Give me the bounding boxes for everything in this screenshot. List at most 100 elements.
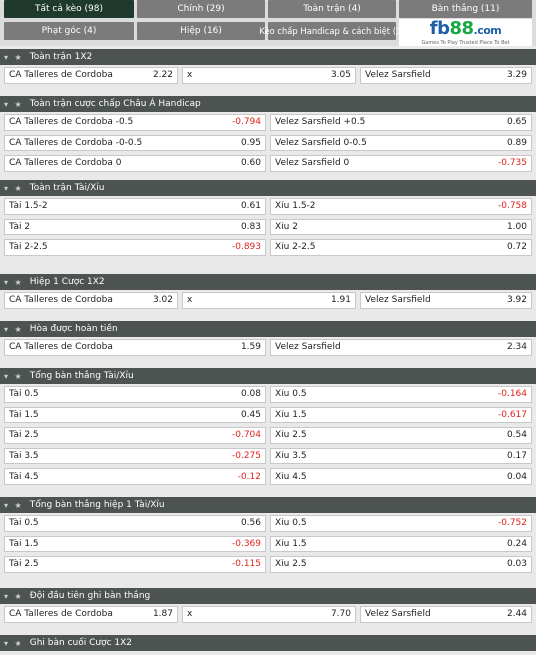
- odds-cell[interactable]: Xỉu 4.5 0.04: [270, 468, 532, 485]
- odds-cell[interactable]: Velez Sarsfield 2.34: [270, 339, 532, 356]
- odds-cell[interactable]: Xỉu 2 1.00: [270, 218, 532, 236]
- odds-cell[interactable]: Tài 0.5 0.08: [4, 386, 266, 403]
- market-tabs: Tất cả kèo (98) Chính (29) Toàn trận (4)…: [0, 0, 536, 46]
- selection-label: Velez Sarsfield 0-0.5: [275, 137, 367, 148]
- odds-cell[interactable]: Tài 1.5 0.45: [4, 406, 266, 424]
- section-header[interactable]: ▾ ★ Tổng bàn thắng Tài/Xỉu: [0, 368, 536, 384]
- odds-cell[interactable]: CA Talleres de Cordoba 1.87: [4, 606, 178, 623]
- odds-cell[interactable]: CA Talleres de Cordoba 2.22: [4, 67, 178, 84]
- odds-cell[interactable]: Velez Sarsfield 0 -0.735: [270, 155, 532, 172]
- selection-label: Xỉu 0.5: [275, 389, 307, 400]
- selection-label: Xỉu 1.5: [275, 538, 307, 549]
- selection-label: Xỉu 1.5-2: [275, 201, 316, 212]
- odds-cell[interactable]: Tài 4.5 -0.12: [4, 468, 266, 485]
- odds-value: 0.45: [240, 409, 261, 420]
- market-section: ▾ ★ Hiệp 1 Cược 1X2 CA Talleres de Cordoba…: [0, 274, 536, 311]
- odds-value: -0.617: [497, 409, 527, 420]
- selection-label: Velez Sarsfield: [365, 609, 431, 620]
- section-header[interactable]: ▾ ★ Hòa được hoàn tiền: [0, 321, 536, 337]
- odds-cell[interactable]: Tài 2-2.5 -0.893: [4, 239, 266, 256]
- odds-value: 1.91: [330, 295, 351, 306]
- odds-value: 1.59: [240, 342, 261, 353]
- odds-cell[interactable]: Tài 2.5 -0.704: [4, 427, 266, 444]
- collapse-star-icon[interactable]: ▾ ★: [4, 638, 24, 648]
- odds-cell[interactable]: Xỉu 1.5-2 -0.758: [270, 198, 532, 215]
- section-header[interactable]: ▾ ★ Tổng bàn thắng hiệp 1 Tài/Xỉu: [0, 497, 536, 513]
- section-header[interactable]: ▾ ★ Toàn trận cược chấp Châu Á Handicap: [0, 96, 536, 112]
- odds-row: CA Talleres de Cordoba 3.02 x 1.91 Velez Sar…: [0, 290, 536, 311]
- odds-value: -0.752: [497, 518, 527, 529]
- odds-cell[interactable]: Velez Sarsfield 3.92: [360, 292, 532, 309]
- odds-value: 2.34: [506, 342, 527, 353]
- logo-wordmark: fb88.com: [429, 17, 502, 39]
- odds-cell[interactable]: Velez Sarsfield 0-0.5 0.89: [270, 134, 532, 152]
- odds-value: 3.29: [506, 70, 527, 81]
- selection-label: Velez Sarsfield: [365, 295, 431, 306]
- fb88-logo: fb88.com Games To Play Trusted Place To …: [399, 19, 532, 46]
- odds-cell[interactable]: Xỉu 2.5 0.03: [270, 556, 532, 573]
- odds-cell[interactable]: Xỉu 3.5 0.17: [270, 447, 532, 465]
- odds-value: 0.95: [240, 137, 261, 148]
- odds-row: Tài 1.5-2 0.61 Xỉu 1.5-2 -0.758: [0, 196, 536, 217]
- odds-cell[interactable]: Velez Sarsfield 3.29: [360, 67, 532, 84]
- odds-cell[interactable]: Xỉu 2-2.5 0.72: [270, 239, 532, 256]
- tab-full-match[interactable]: Toàn trận (4): [268, 0, 396, 18]
- odds-cell[interactable]: x 7.70: [182, 606, 356, 623]
- odds-value: 2.44: [506, 609, 527, 620]
- odds-cell[interactable]: Xỉu 1.5 -0.617: [270, 406, 532, 424]
- collapse-star-icon[interactable]: ▾ ★: [4, 52, 24, 62]
- collapse-star-icon[interactable]: ▾ ★: [4, 183, 24, 193]
- selection-label: CA Talleres de Cordoba: [9, 295, 113, 306]
- section-header[interactable]: ▾ ★ Ghi bàn cuối Cược 1X2: [0, 635, 536, 651]
- collapse-star-icon[interactable]: ▾ ★: [4, 277, 24, 287]
- odds-cell[interactable]: Velez Sarsfield +0.5 0.65: [270, 114, 532, 131]
- section-header[interactable]: ▾ ★ Đội đầu tiên ghi bàn thắng: [0, 588, 536, 604]
- odds-cell[interactable]: Tài 2 0.83: [4, 218, 266, 236]
- odds-cell[interactable]: Tài 1.5-2 0.61: [4, 198, 266, 215]
- market-section: ▾ ★ Đội đầu tiên ghi bàn thắng CA Talleres…: [0, 588, 536, 625]
- collapse-star-icon[interactable]: ▾ ★: [4, 99, 24, 109]
- section-header[interactable]: ▾ ★ Toàn trận Tài/Xỉu: [0, 180, 536, 196]
- odds-cell[interactable]: Tài 2.5 -0.115: [4, 556, 266, 573]
- odds-cell[interactable]: Xỉu 2.5 0.54: [270, 427, 532, 444]
- tab-handicap[interactable]: Kèo chấp Handicap & cách biệt (3): [259, 22, 405, 40]
- tab-corners[interactable]: Phạt góc (4): [4, 22, 134, 40]
- odds-cell[interactable]: Xỉu 0.5 -0.164: [270, 386, 532, 403]
- odds-cell[interactable]: x 1.91: [182, 292, 356, 309]
- odds-cell[interactable]: CA Talleres de Cordoba 3.02: [4, 292, 178, 309]
- odds-cell[interactable]: Tài 0.5 0.56: [4, 515, 266, 532]
- tab-main[interactable]: Chính (29): [137, 0, 265, 18]
- odds-cell[interactable]: Xỉu 0.5 -0.752: [270, 515, 532, 532]
- odds-value: -0.164: [497, 389, 527, 400]
- section-title: Toàn trận cược chấp Châu Á Handicap: [29, 99, 201, 109]
- odds-row: Tài 0.5 0.08 Xỉu 0.5 -0.164: [0, 384, 536, 405]
- odds-cell[interactable]: CA Talleres de Cordoba 0 0.60: [4, 155, 266, 172]
- odds-cell[interactable]: Velez Sarsfield 2.44: [360, 606, 532, 623]
- tab-goals[interactable]: Bàn thắng (11): [399, 0, 532, 18]
- selection-label: Xỉu 1.5: [275, 409, 307, 420]
- section-header[interactable]: ▾ ★ Toàn trận 1X2: [0, 49, 536, 65]
- collapse-star-icon[interactable]: ▾ ★: [4, 591, 24, 601]
- odds-value: 0.54: [506, 430, 527, 441]
- odds-cell[interactable]: Tài 1.5 -0.369: [4, 535, 266, 553]
- collapse-star-icon[interactable]: ▾ ★: [4, 324, 24, 334]
- selection-label: Tài 1.5-2: [9, 201, 48, 212]
- odds-value: -0.893: [231, 242, 261, 253]
- collapse-star-icon[interactable]: ▾ ★: [4, 371, 24, 381]
- odds-cell[interactable]: CA Talleres de Cordoba 1.59: [4, 339, 266, 356]
- odds-value: -0.275: [231, 451, 261, 462]
- tab-halves[interactable]: Hiệp (16): [137, 22, 265, 40]
- tab-all-markets[interactable]: Tất cả kèo (98): [4, 0, 134, 18]
- odds-cell[interactable]: x 3.05: [182, 67, 356, 84]
- odds-cell[interactable]: CA Talleres de Cordoba -0.5 -0.794: [4, 114, 266, 131]
- selection-label: CA Talleres de Cordoba: [9, 70, 113, 81]
- section-header[interactable]: ▾ ★ Hiệp 1 Cược 1X2: [0, 274, 536, 290]
- market-section: ▾ ★ Tổng bàn thắng hiệp 1 Tài/Xỉu Tài 0.5 0…: [0, 497, 536, 575]
- selection-label: CA Talleres de Cordoba -0.5: [9, 117, 134, 128]
- collapse-star-icon[interactable]: ▾ ★: [4, 500, 24, 510]
- odds-cell[interactable]: Tài 3.5 -0.275: [4, 447, 266, 465]
- odds-value: 0.65: [506, 117, 527, 128]
- odds-cell[interactable]: Xỉu 1.5 0.24: [270, 535, 532, 553]
- odds-row: CA Talleres de Cordoba -0-0.5 0.95 Velez S…: [0, 133, 536, 154]
- odds-cell[interactable]: CA Talleres de Cordoba -0-0.5 0.95: [4, 134, 266, 152]
